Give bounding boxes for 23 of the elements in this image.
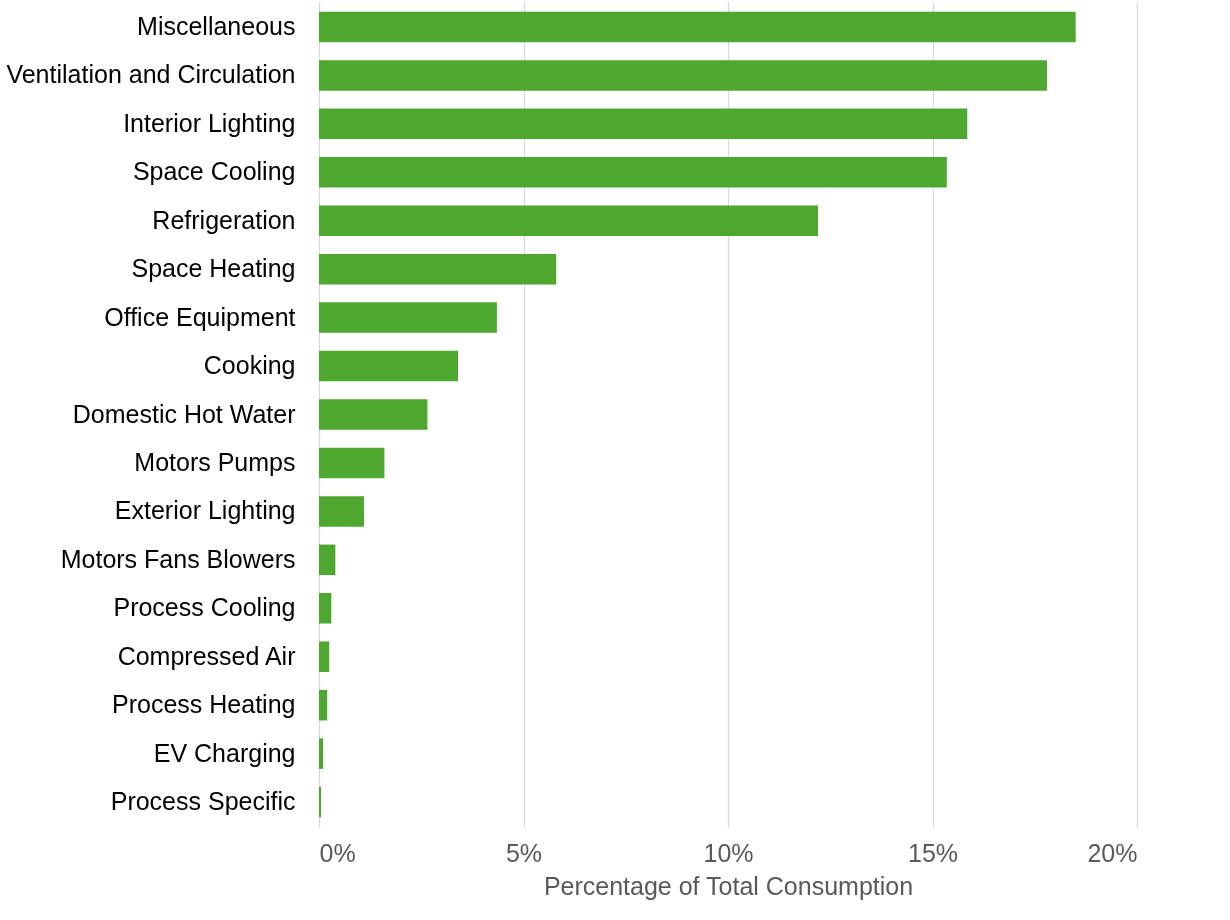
y-tick-label: Interior Lighting	[123, 108, 296, 137]
y-tick-label: Compressed Air	[117, 641, 296, 670]
x-tick-label: 15%	[907, 838, 959, 867]
y-tick-label: Process Heating	[112, 690, 296, 719]
y-tick-label: Exterior Lighting	[114, 496, 296, 525]
y-tick-label: EV Charging	[153, 738, 296, 767]
y-tick-label: Miscellaneous	[137, 11, 296, 40]
y-tick-label: Motors Fans Blowers	[60, 544, 296, 573]
x-tick-label: 20%	[1087, 838, 1138, 867]
x-axis-title: Percentage of Total Consumption	[543, 871, 914, 900]
x-tick-label: 10%	[703, 838, 754, 867]
y-tick-label: Space Cooling	[132, 157, 296, 186]
x-tick-label: 0%	[319, 838, 356, 867]
y-tick-label: Process Specific	[110, 787, 296, 816]
y-tick-label: Cooking	[203, 351, 296, 380]
y-tick-label: Domestic Hot Water	[72, 399, 296, 428]
y-tick-label: Motors Pumps	[134, 447, 296, 476]
y-tick-label: Refrigeration	[152, 205, 296, 234]
x-tick-label: 5%	[505, 838, 543, 867]
y-tick-label: Process Cooling	[113, 593, 296, 622]
y-tick-label: Ventilation and Circulation	[6, 60, 296, 89]
y-tick-label: Space Heating	[131, 254, 296, 283]
y-tick-label: Office Equipment	[104, 302, 296, 331]
